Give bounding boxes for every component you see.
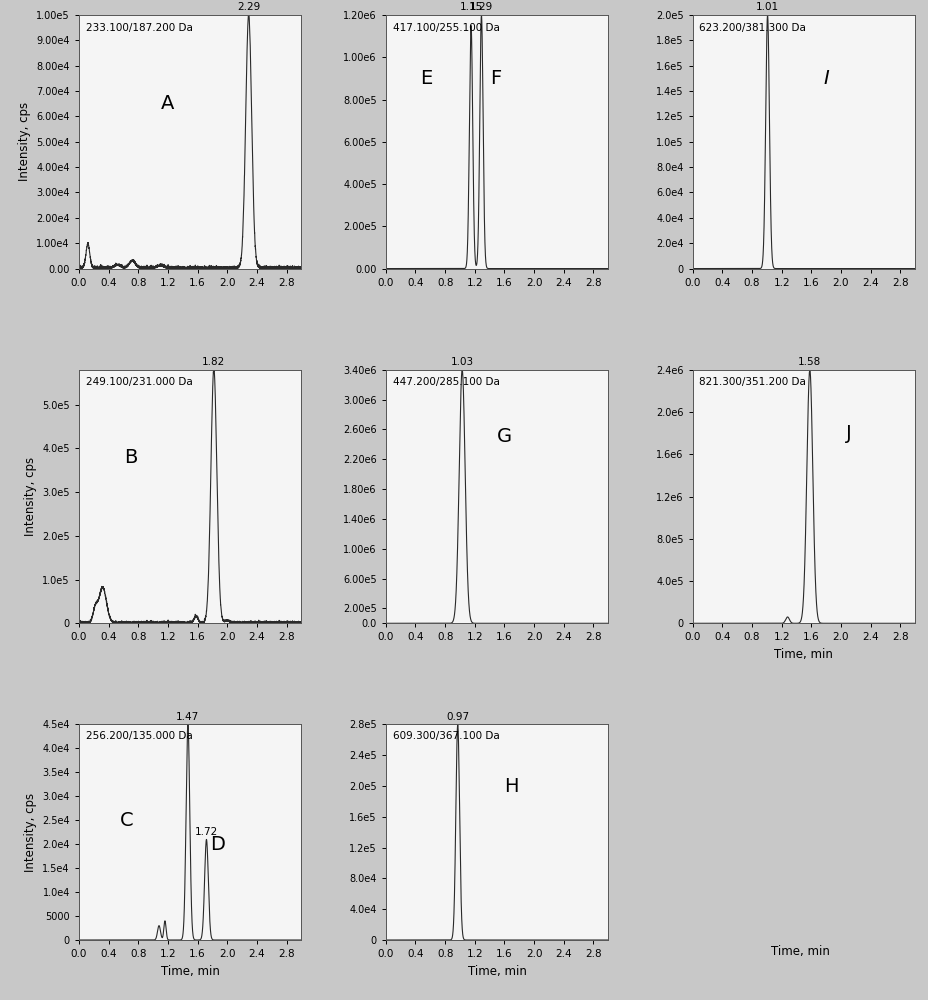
Text: 1.58: 1.58 (797, 357, 820, 367)
Text: D: D (210, 835, 225, 854)
Text: 623.200/381.300 Da: 623.200/381.300 Da (699, 23, 806, 33)
Text: 256.200/135.000 Da: 256.200/135.000 Da (85, 731, 192, 741)
X-axis label: Time, min: Time, min (161, 965, 219, 978)
Text: G: G (496, 427, 511, 446)
Text: 1.03: 1.03 (450, 357, 473, 367)
Text: Time, min: Time, min (770, 946, 830, 958)
Text: 233.100/187.200 Da: 233.100/187.200 Da (85, 23, 192, 33)
Text: 1.82: 1.82 (202, 357, 226, 367)
Text: 1.72: 1.72 (195, 827, 218, 837)
Text: A: A (161, 94, 174, 113)
Text: 417.100/255.100 Da: 417.100/255.100 Da (392, 23, 499, 33)
Text: 821.300/351.200 Da: 821.300/351.200 Da (699, 377, 806, 387)
Text: I: I (822, 69, 828, 88)
Text: 0.97: 0.97 (445, 712, 469, 722)
Text: 447.200/285.100 Da: 447.200/285.100 Da (392, 377, 499, 387)
Text: J: J (844, 424, 850, 443)
Y-axis label: Intensity, cps: Intensity, cps (18, 102, 31, 181)
Text: B: B (124, 448, 137, 467)
Text: 1.15: 1.15 (459, 2, 483, 12)
Text: 609.300/367.100 Da: 609.300/367.100 Da (392, 731, 498, 741)
Text: 2.29: 2.29 (237, 2, 260, 12)
Y-axis label: Intensity, cps: Intensity, cps (24, 457, 37, 536)
Y-axis label: Intensity, cps: Intensity, cps (24, 793, 37, 872)
Text: E: E (420, 69, 432, 88)
Text: H: H (504, 777, 519, 796)
Text: C: C (121, 811, 134, 830)
Text: 1.47: 1.47 (176, 712, 200, 722)
Text: 249.100/231.000 Da: 249.100/231.000 Da (85, 377, 192, 387)
Text: 1.29: 1.29 (470, 2, 493, 12)
X-axis label: Time, min: Time, min (467, 965, 526, 978)
X-axis label: Time, min: Time, min (774, 648, 832, 661)
Text: F: F (489, 69, 500, 88)
Text: 1.01: 1.01 (755, 2, 779, 12)
